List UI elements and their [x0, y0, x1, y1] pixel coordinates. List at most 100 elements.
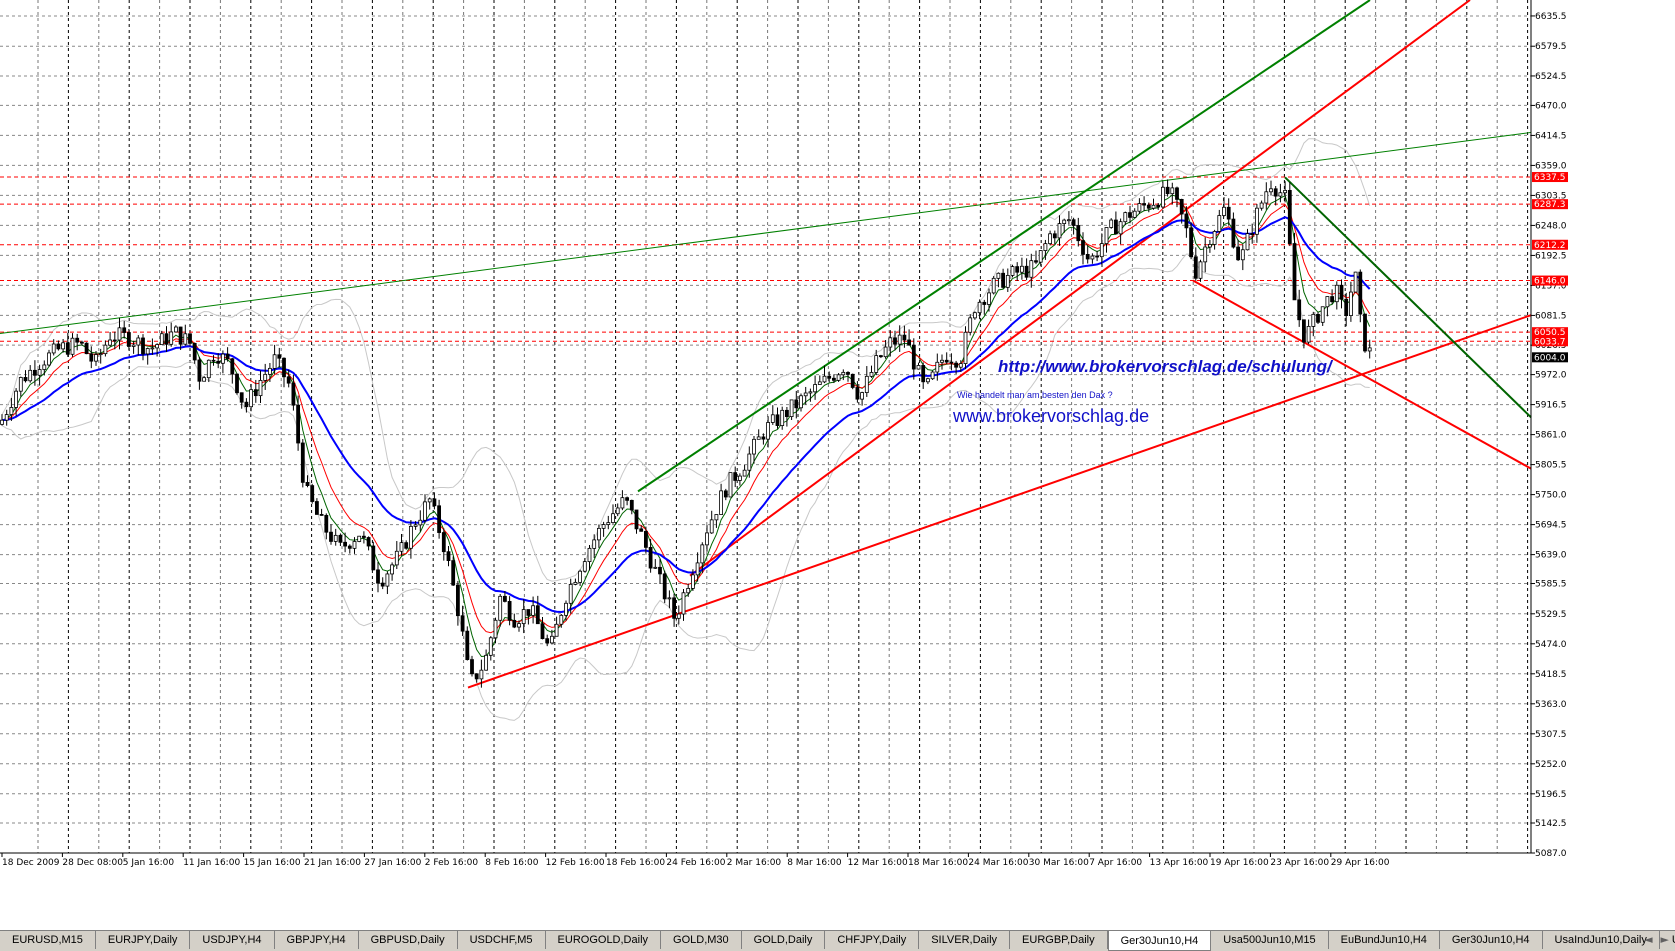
candle-body — [944, 359, 949, 363]
chart-tab[interactable]: SILVER,Daily — [919, 931, 1011, 949]
level-label-box — [1532, 275, 1568, 286]
candle-body — [644, 530, 648, 548]
candle-body — [1358, 271, 1363, 315]
time-tick-label: 11 Jan 16:00 — [183, 858, 240, 868]
candle-body — [803, 392, 808, 397]
chart-tab[interactable]: GBPJPY,H4 — [275, 931, 359, 949]
price-tick-label: 6414.5 — [1535, 131, 1567, 141]
chart-tab[interactable]: UsaTecJun10,H4 — [1660, 931, 1675, 949]
candle-body — [1179, 198, 1184, 215]
candle-body — [1283, 189, 1287, 194]
candle-body — [1236, 246, 1240, 261]
candle-body — [1067, 219, 1071, 222]
candle-body — [719, 490, 723, 515]
time-tick-label: 12 Mar 16:00 — [848, 858, 908, 868]
chart-tab[interactable]: EURGBP,Daily — [1010, 931, 1108, 949]
scroll-right-icon[interactable]: ► — [1660, 933, 1669, 946]
chart-tab[interactable]: USDJPY,H4 — [190, 931, 275, 949]
candle-body — [117, 327, 122, 341]
price-tick-label: 5639.0 — [1535, 551, 1567, 561]
candle-body — [352, 541, 357, 549]
chart-tab[interactable]: USDCHF,M5 — [458, 931, 546, 949]
chart-tab[interactable]: Ger30Jun10,H4 — [1107, 931, 1212, 951]
candle-body — [813, 384, 817, 393]
chart-tab[interactable]: EURUSD,M15 — [0, 931, 96, 949]
candle-body — [319, 514, 324, 516]
subtitle-annotation: Wie handelt man am besten den Dax ? — [957, 390, 1113, 400]
candle-body — [498, 595, 503, 621]
candle-body — [592, 539, 597, 549]
candle-body — [385, 573, 390, 587]
lower-band — [1, 253, 1370, 721]
chart-tab[interactable]: Ger30Jun10,H4 — [1440, 931, 1543, 949]
candle-body — [159, 333, 164, 346]
chart-tab[interactable]: GOLD,Daily — [742, 931, 826, 949]
chart-tab[interactable]: EuBundJun10,H4 — [1329, 931, 1440, 949]
candle-body — [695, 562, 700, 576]
price-tick-label: 6524.5 — [1535, 72, 1567, 82]
candle-body — [968, 317, 973, 333]
candle-body — [587, 547, 592, 563]
time-tick-label: 24 Feb 16:00 — [666, 858, 725, 868]
chart-tab[interactable]: GOLD,M30 — [661, 931, 742, 949]
candle-body — [61, 342, 65, 350]
candle-body — [789, 399, 794, 417]
price-chart[interactable]: 6635.5 6579.5 6524.5 6470.0 6414.5 6359.0 6303… — [0, 0, 1675, 930]
candle-body — [277, 354, 282, 359]
candle-body — [127, 332, 131, 347]
candle-body — [756, 436, 761, 440]
candle-body — [333, 534, 338, 542]
time-tick-label: 7 Apr 16:00 — [1089, 858, 1142, 868]
candle-body — [1104, 227, 1109, 244]
candle-body — [723, 490, 728, 498]
candle-body — [1316, 313, 1320, 323]
candle-body — [1292, 243, 1297, 301]
candle-body — [380, 582, 385, 587]
chart-tab[interactable]: GBPUSD,Daily — [359, 931, 458, 949]
time-tick-label: 8 Feb 16:00 — [485, 858, 539, 868]
candle-body — [550, 635, 554, 644]
candle-body — [578, 570, 582, 583]
candle-body — [65, 342, 70, 355]
chart-grid — [0, 0, 1531, 854]
scroll-left-icon[interactable]: ◄ — [1644, 933, 1653, 946]
chart-tab[interactable]: Usa500Jun10,M15 — [1211, 931, 1329, 949]
candle-body — [1114, 219, 1118, 235]
candle-body — [404, 542, 409, 549]
candle-body — [1076, 225, 1081, 242]
candle-body — [897, 334, 902, 345]
candle-body — [376, 569, 380, 584]
candle-body — [597, 527, 601, 541]
candle-body — [296, 404, 301, 444]
candle-body — [197, 359, 202, 382]
candle-body — [310, 485, 315, 502]
candle-body — [493, 619, 498, 639]
candle-body — [1367, 347, 1372, 352]
candle-body — [502, 595, 507, 602]
candle-body — [112, 339, 117, 342]
candle-body — [423, 501, 427, 521]
candle-body — [958, 363, 963, 368]
candle-body — [28, 369, 33, 382]
candle-body — [136, 337, 141, 346]
chart-tab[interactable]: UsaIndJun10,Daily — [1543, 931, 1660, 949]
candle-body — [1175, 187, 1179, 200]
price-tick-label: 5363.0 — [1535, 700, 1567, 710]
candle-body — [676, 613, 681, 619]
candle-body — [907, 339, 911, 346]
candle-body — [568, 583, 573, 604]
candle-body — [1273, 188, 1278, 197]
chart-tab[interactable]: EUROGOLD,Daily — [546, 931, 662, 949]
chart-tab[interactable]: CHFJPY,Daily — [825, 931, 920, 949]
chart-tab[interactable]: EURJPY,Daily — [96, 931, 191, 949]
price-tick-label: 5196.5 — [1535, 790, 1567, 800]
candle-body — [752, 438, 756, 455]
price-tick-label: 5750.0 — [1535, 491, 1567, 501]
time-tick-label: 27 Jan 16:00 — [364, 858, 421, 868]
candle-body — [145, 348, 150, 355]
bollinger-bands — [1, 138, 1371, 721]
candle-body — [94, 354, 98, 362]
level-label-box — [1532, 172, 1568, 183]
candle-body — [827, 375, 832, 379]
